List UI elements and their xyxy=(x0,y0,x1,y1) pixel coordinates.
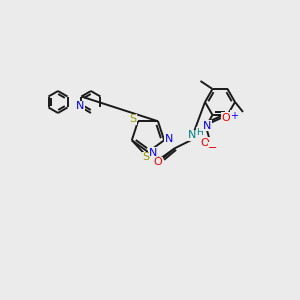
Text: N: N xyxy=(165,134,173,144)
Text: O: O xyxy=(154,157,162,167)
Text: N: N xyxy=(203,121,211,130)
Text: +: + xyxy=(230,110,238,121)
Text: O: O xyxy=(222,112,230,122)
Text: N: N xyxy=(76,101,85,112)
Text: N: N xyxy=(149,148,157,158)
Text: S: S xyxy=(129,114,137,124)
Text: −: − xyxy=(208,142,218,152)
Text: O: O xyxy=(201,137,209,148)
Text: N: N xyxy=(188,130,196,140)
Text: S: S xyxy=(142,152,149,162)
Text: H: H xyxy=(196,128,203,137)
